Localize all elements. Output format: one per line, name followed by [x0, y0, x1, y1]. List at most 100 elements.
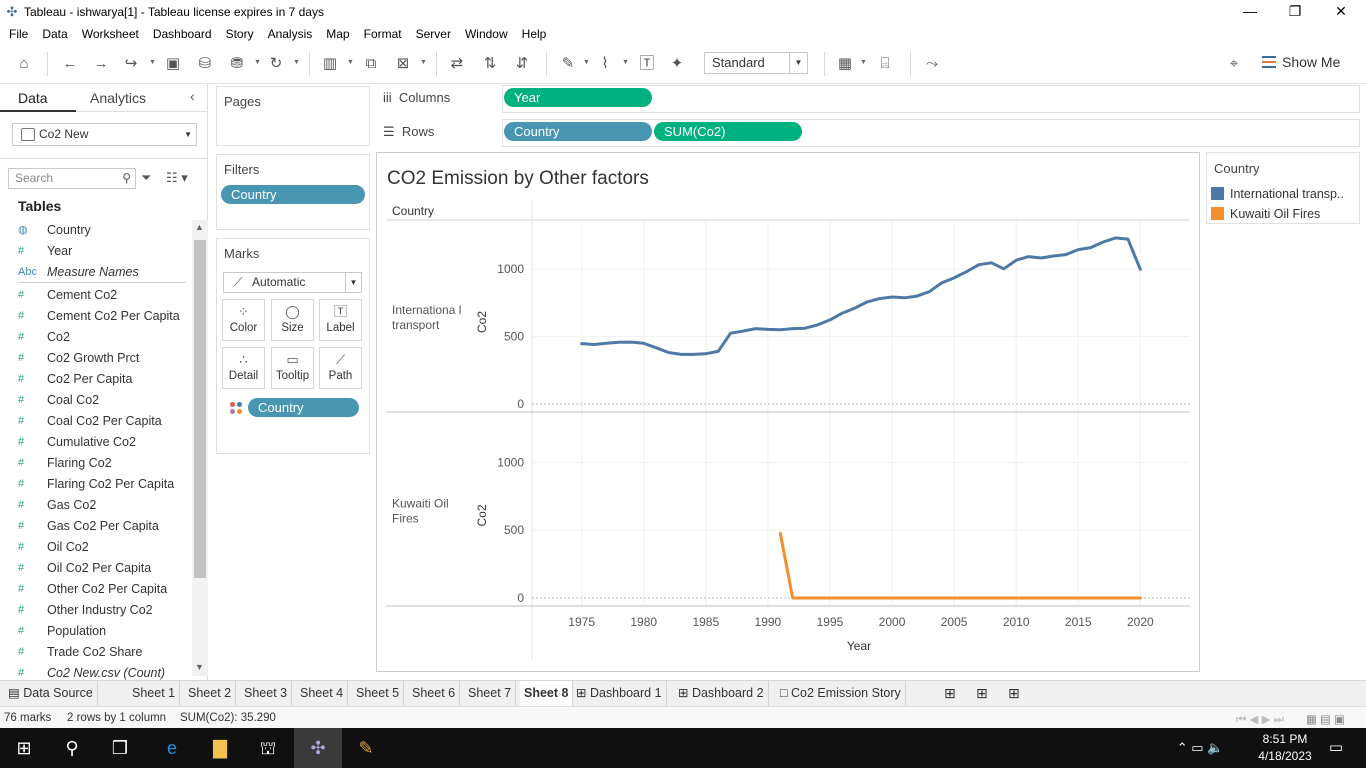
sheet-tab[interactable]: ⊞ Dashboard 1 — [572, 681, 667, 706]
sort-ascending-icon[interactable]: ⇅ — [483, 55, 497, 72]
rows-pill-sum-co2[interactable]: SUM(Co2) — [654, 122, 802, 141]
filter-pill-country[interactable]: Country — [221, 185, 365, 204]
filter-icon[interactable]: ⏷ — [141, 170, 152, 185]
field-item[interactable]: # Coal Co2 Per Capita — [18, 410, 188, 431]
menu-dashboard[interactable]: Dashboard — [152, 26, 212, 41]
field-item[interactable]: # Flaring Co2 Per Capita — [18, 473, 188, 494]
new-datasource-icon[interactable]: ⛁ — [198, 55, 212, 72]
taskbar-clock[interactable]: 8:51 PM 4/18/2023 — [1250, 731, 1320, 765]
search-input[interactable]: Search ⚲ — [8, 168, 136, 189]
field-item[interactable]: # Gas Co2 Per Capita — [18, 515, 188, 536]
marks-tooltip-button[interactable]: ▭ Tooltip — [271, 347, 314, 389]
sheet-tab[interactable]: Sheet 3 — [240, 681, 293, 706]
marks-color-button[interactable]: ⁘ Color — [222, 299, 265, 341]
field-item[interactable]: # Coal Co2 — [18, 389, 188, 410]
series-line[interactable] — [778, 531, 1142, 600]
fit-select[interactable]: Standard ▼ — [704, 52, 808, 74]
sheet-tab[interactable]: ⊞ Dashboard 2 — [674, 681, 769, 706]
field-item[interactable]: # Co2 Per Capita — [18, 368, 188, 389]
columns-pill-year[interactable]: Year — [504, 88, 652, 107]
edge-browser-icon[interactable]: e — [166, 738, 177, 758]
pages-card[interactable]: Pages — [216, 86, 370, 146]
field-item[interactable]: # Co2 Growth Prct — [18, 347, 188, 368]
color-pill-country[interactable]: Country — [248, 398, 359, 417]
sort-descending-icon[interactable]: ⇵ — [515, 55, 529, 72]
menu-map[interactable]: Map — [326, 26, 350, 41]
field-item[interactable]: # Cement Co2 — [18, 284, 188, 305]
field-item[interactable]: # Oil Co2 — [18, 536, 188, 557]
sheet-tab[interactable]: Sheet 7 — [464, 681, 517, 706]
field-item[interactable]: # Other Co2 Per Capita — [18, 578, 188, 599]
sheet-tab[interactable]: Sheet 6 — [408, 681, 461, 706]
undo-icon[interactable]: ← — [62, 55, 78, 72]
format-painter-icon[interactable]: ⌖ — [1229, 55, 1239, 72]
field-item[interactable]: # Gas Co2 — [18, 494, 188, 515]
sheet-tab[interactable]: Sheet 8 — [520, 681, 574, 706]
tray-icons[interactable]: ⌃ ▭ 🔈 — [1176, 740, 1224, 755]
view-grid-icon[interactable]: ▦ ▤ ▣ — [1306, 714, 1345, 726]
sheet-tab[interactable]: Sheet 5 — [352, 681, 405, 706]
swap-icon[interactable]: ⇄ — [450, 55, 464, 72]
menu-server[interactable]: Server — [415, 26, 451, 41]
tableau-taskbar-icon[interactable]: ✣ — [294, 728, 342, 768]
new-worksheet-tab-icon[interactable]: ⊞ — [944, 685, 956, 701]
new-dashboard-tab-icon[interactable]: ⊞ — [976, 685, 988, 701]
show-labels-icon[interactable]: 🅃 — [639, 55, 655, 72]
show-cards-icon[interactable]: ▦ — [837, 55, 853, 72]
file-explorer-icon[interactable]: ▇ — [213, 738, 227, 758]
marks-size-button[interactable]: ◯ Size — [271, 299, 314, 341]
new-worksheet-icon[interactable]: ▥ — [322, 55, 338, 72]
view-options-icon[interactable]: ☷ ▾ — [166, 170, 188, 185]
clear-sheet-icon[interactable]: ⊠ — [396, 55, 410, 72]
close-icon[interactable]: ✕ — [1335, 3, 1347, 19]
scroll-up-icon[interactable]: ▲ — [195, 222, 204, 232]
field-item[interactable]: # Cumulative Co2 — [18, 431, 188, 452]
marks-label-button[interactable]: 🅃 Label — [319, 299, 362, 341]
menu-worksheet[interactable]: Worksheet — [81, 26, 139, 41]
sheet-tab[interactable]: □ Co2 Emission Story — [776, 681, 906, 706]
tab-analytics[interactable]: Analytics — [76, 84, 208, 112]
field-item[interactable]: ◍ Country — [18, 219, 188, 240]
menu-format[interactable]: Format — [363, 26, 402, 41]
sheet-tab[interactable]: Sheet 2 — [184, 681, 237, 706]
menu-story[interactable]: Story — [225, 26, 254, 41]
field-item[interactable]: # Co2 New.csv (Count) — [18, 662, 188, 683]
scroll-down-icon[interactable]: ▼ — [195, 662, 204, 672]
notifications-icon[interactable]: ▭ — [1328, 739, 1344, 756]
page-nav-icon[interactable]: ⏮ ◀ ▶ ⏭ — [1236, 714, 1284, 726]
menu-analysis[interactable]: Analysis — [267, 26, 313, 41]
minimize-icon[interactable]: — — [1243, 3, 1257, 19]
menu-data[interactable]: Data — [42, 26, 68, 41]
field-item[interactable]: # Cement Co2 Per Capita — [18, 305, 188, 326]
share-icon[interactable]: ⤳ — [925, 55, 938, 72]
replay-icon[interactable]: ↪ — [124, 55, 138, 72]
group-icon[interactable]: ⌇ — [601, 55, 609, 72]
pause-updates-icon[interactable]: ⛃ — [230, 55, 244, 72]
store-icon[interactable]: ⛫ — [259, 738, 277, 758]
highlight-icon[interactable]: ✎ — [561, 55, 575, 72]
field-item[interactable]: Abc Measure Names — [18, 261, 188, 282]
save-icon[interactable]: ▣ — [165, 55, 181, 72]
sheet-tab[interactable]: Sheet 1 — [128, 681, 181, 706]
paint-icon[interactable]: ✎ — [358, 738, 374, 758]
rows-pill-country[interactable]: Country — [504, 122, 652, 141]
datasource-select[interactable]: Co2 New ▼ — [12, 123, 197, 146]
home-icon[interactable]: ⌂ — [19, 55, 29, 72]
sheet-tab[interactable]: ▤ Data Source — [4, 681, 98, 706]
series-line[interactable] — [580, 236, 1142, 356]
presentation-mode-icon[interactable]: ⌸ — [880, 55, 890, 72]
field-item[interactable]: # Trade Co2 Share — [18, 641, 188, 662]
field-item[interactable]: # Other Industry Co2 — [18, 599, 188, 620]
menu-window[interactable]: Window — [464, 26, 508, 41]
restore-icon[interactable]: ❐ — [1288, 3, 1302, 19]
show-me-button[interactable]: Show Me — [1262, 54, 1340, 70]
task-view-icon[interactable]: ❒ — [111, 738, 129, 758]
marks-path-button[interactable]: ⟋ Path — [319, 347, 362, 389]
search-icon[interactable]: ⚲ — [65, 738, 79, 758]
legend-item-kuwaiti-oil-fires[interactable]: Kuwaiti Oil Fires — [1211, 207, 1359, 221]
scrollbar-thumb[interactable] — [194, 240, 206, 578]
line-chart[interactable]: Country 0 500 1000 Co2 Internationa l transpor… — [376, 190, 1200, 670]
field-item[interactable]: # Oil Co2 Per Capita — [18, 557, 188, 578]
new-story-tab-icon[interactable]: ⊞ — [1008, 685, 1020, 701]
redo-icon[interactable]: → — [93, 55, 109, 72]
